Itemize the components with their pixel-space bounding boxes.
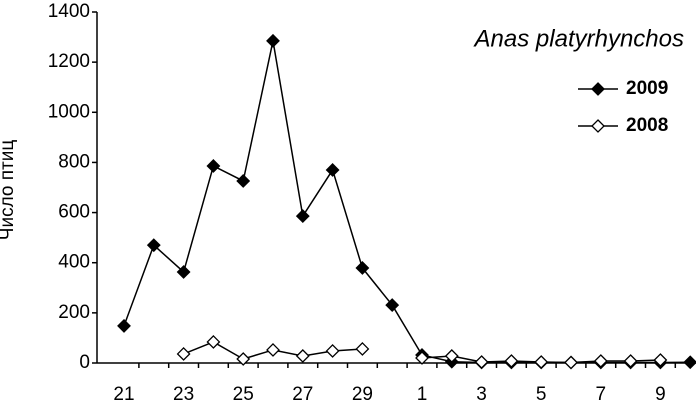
x-tick-label: 3 [476, 384, 487, 405]
data-point [355, 342, 370, 356]
data-point [266, 343, 280, 357]
data-point [236, 352, 251, 366]
y-tick-label: 600 [58, 202, 90, 223]
data-point [623, 354, 638, 368]
data-point [325, 344, 340, 358]
data-point [146, 238, 161, 253]
x-tick-label: 27 [292, 384, 313, 405]
data-point [385, 298, 400, 313]
y-tick-label: 400 [58, 252, 90, 273]
y-tick-label: 800 [58, 151, 90, 172]
x-tick-label: 21 [113, 384, 134, 405]
data-point [236, 174, 251, 188]
y-tick-label: 1400 [48, 1, 90, 22]
legend-label: 2008 [626, 115, 668, 136]
data-point [325, 163, 340, 177]
data-point [176, 347, 191, 361]
data-point [593, 354, 608, 368]
data-point [534, 355, 549, 369]
data-point [266, 33, 280, 48]
data-point [564, 355, 578, 370]
y-tick-label: 1000 [48, 101, 90, 122]
y-axis-label: Число птиц [0, 140, 18, 241]
data-point [206, 335, 221, 349]
x-tick-label: 9 [655, 384, 666, 405]
data-point [295, 209, 310, 224]
data-point [683, 355, 696, 370]
data-point [444, 349, 459, 363]
y-tick-label: 0 [79, 352, 90, 373]
y-tick-label: 1200 [48, 51, 90, 72]
data-point [206, 159, 221, 173]
legend-label: 2009 [626, 78, 668, 99]
chart-title: Anas platyrhynchos [473, 25, 684, 52]
x-tick-label: 1 [417, 384, 428, 405]
x-tick-label: 23 [173, 384, 194, 405]
y-tick-label: 200 [58, 302, 90, 323]
data-point [653, 353, 668, 367]
x-tick-label: 7 [596, 384, 607, 405]
legend-marker [591, 119, 605, 133]
x-tick-label: 25 [233, 384, 254, 405]
data-point [355, 261, 370, 275]
legend-marker [591, 82, 605, 96]
data-point [415, 351, 429, 365]
data-point [176, 265, 191, 279]
data-point [474, 355, 489, 369]
data-point [117, 318, 131, 333]
x-tick-label: 5 [536, 384, 547, 405]
x-tick-label: 29 [352, 384, 373, 405]
data-point [295, 349, 310, 363]
data-point [504, 354, 519, 368]
